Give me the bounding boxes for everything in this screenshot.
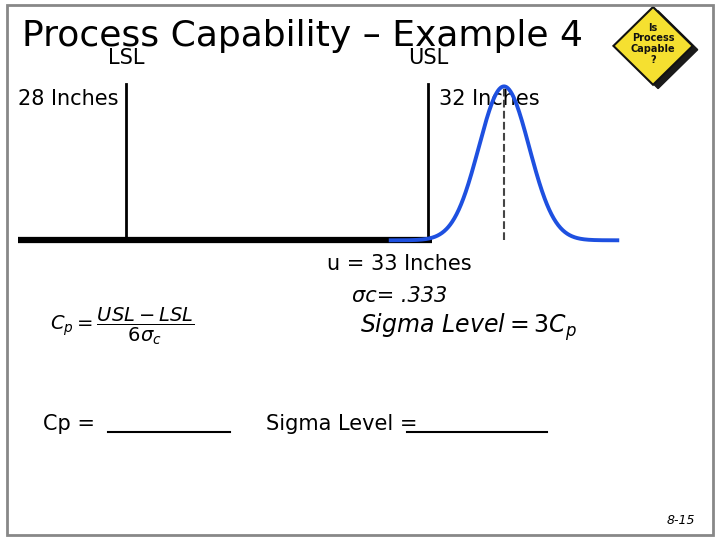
- Text: 8-15: 8-15: [666, 514, 695, 526]
- Text: Process Capability – Example 4: Process Capability – Example 4: [22, 19, 582, 53]
- Text: Process: Process: [631, 33, 675, 43]
- Text: 32 Inches: 32 Inches: [439, 89, 540, 109]
- Polygon shape: [613, 7, 693, 85]
- Text: σc= .333: σc= .333: [352, 286, 447, 306]
- Text: USL: USL: [408, 48, 449, 68]
- Text: Sigma Level =: Sigma Level =: [266, 414, 425, 434]
- Text: Cp =: Cp =: [43, 414, 102, 434]
- Text: $\mathit{C_p} = \dfrac{\mathit{USL} - \mathit{LSL}}{6\mathit{\sigma_c}}$: $\mathit{C_p} = \dfrac{\mathit{USL} - \m…: [50, 306, 194, 347]
- Text: Is: Is: [649, 23, 657, 32]
- Text: $\mathit{Sigma\ Level} = 3\mathit{C_p}$: $\mathit{Sigma\ Level} = 3\mathit{C_p}$: [359, 311, 577, 342]
- Text: LSL: LSL: [108, 48, 144, 68]
- Polygon shape: [618, 11, 698, 89]
- Text: 28 Inches: 28 Inches: [18, 89, 119, 109]
- Text: u = 33 Inches: u = 33 Inches: [328, 254, 472, 274]
- Text: Capable: Capable: [631, 44, 675, 54]
- Text: ?: ?: [650, 55, 656, 65]
